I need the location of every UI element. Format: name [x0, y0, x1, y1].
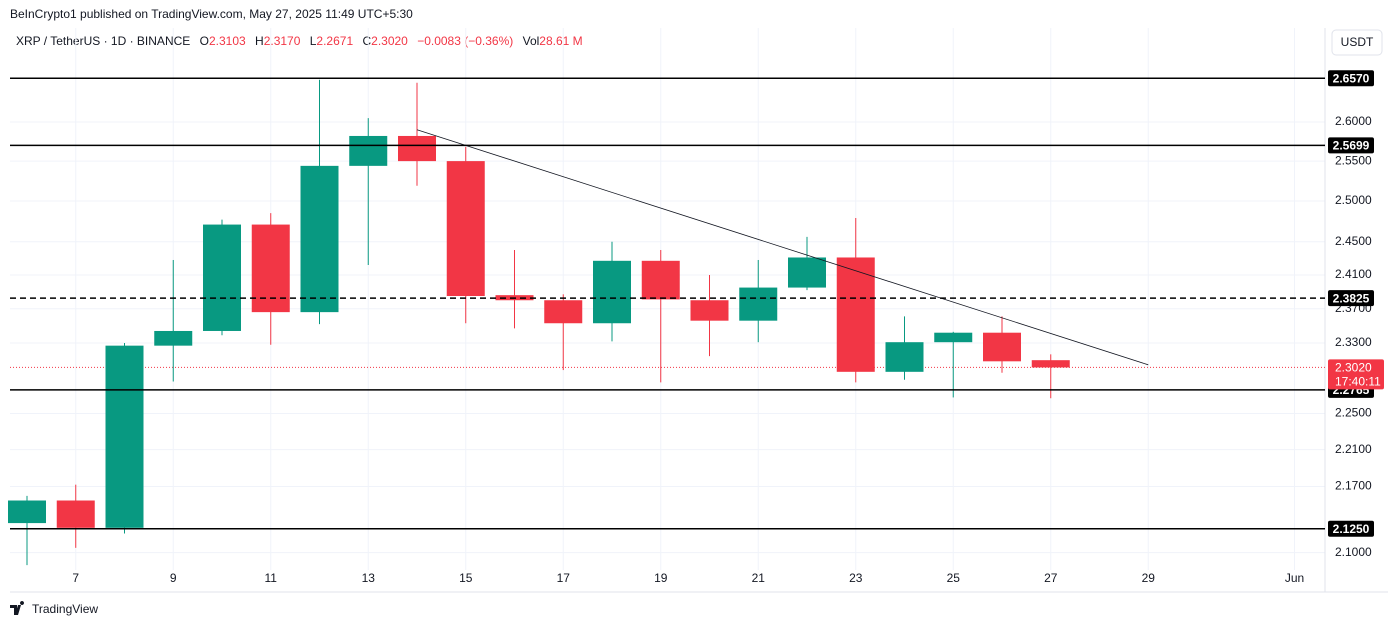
candle-body [739, 287, 778, 321]
candle-body [398, 135, 436, 162]
candle-body [203, 224, 241, 331]
candle-body [349, 135, 388, 166]
level-label: 2.6570 [1333, 71, 1370, 85]
y-tick-label: 2.2100 [1335, 442, 1372, 456]
ohlc-value: 2.3103 [209, 34, 246, 48]
ohlc-value: 2.3170 [264, 34, 301, 48]
ohlc-key: L [310, 34, 317, 48]
currency[interactable]: USDT [1341, 35, 1374, 49]
candle-body [934, 332, 973, 343]
y-tick-label: 2.5500 [1335, 153, 1372, 167]
x-tick-label: 17 [557, 571, 571, 585]
ohlc-value: 2.3020 [371, 34, 408, 48]
candle-body [251, 224, 290, 313]
candle-body [983, 332, 1021, 362]
candle-body [446, 161, 485, 297]
x-tick-label: 15 [459, 571, 473, 585]
x-tick-label: 19 [654, 571, 668, 585]
candle-body [788, 257, 826, 288]
legend: XRP / TetherUS · 1D · BINANCE O2.3103 H2… [16, 34, 583, 48]
x-tick-label: 27 [1044, 571, 1058, 585]
countdown: 17:40:11 [1335, 375, 1381, 389]
brand: TradingView [32, 602, 98, 616]
candle-body [885, 342, 924, 372]
symbol: XRP / TetherUS · 1D · BINANCE [16, 34, 190, 48]
candle-body [690, 300, 729, 321]
logo [10, 601, 25, 615]
y-tick-label: 2.1000 [1335, 545, 1372, 559]
last-price-box [1328, 359, 1384, 390]
y-tick-label: 2.5000 [1335, 193, 1372, 207]
ohlc-value: 2.2671 [316, 34, 353, 48]
y-tick-label: 2.1700 [1335, 479, 1372, 493]
volume: 28.61 M [539, 34, 582, 48]
candle-body [544, 300, 583, 324]
candle-body [8, 500, 46, 524]
candle-body [56, 500, 95, 528]
x-tick-label: 23 [849, 571, 863, 585]
last-price-label: 2.3020 [1335, 361, 1372, 375]
level-label-box [1328, 290, 1374, 307]
candle-body [1031, 360, 1070, 368]
level-label: 2.5699 [1333, 139, 1370, 153]
x-tick-label: 25 [947, 571, 961, 585]
candle-body [105, 345, 144, 528]
y-tick-label: 2.4500 [1335, 234, 1372, 248]
ohlc-key: C [362, 34, 371, 48]
change: −0.0083 (−0.36%) [417, 34, 513, 48]
published-note: BeInCrypto1 published on TradingView.com… [10, 7, 413, 21]
level-label-box [1328, 137, 1374, 154]
ohlc-key: H [255, 34, 264, 48]
x-tick-label: 21 [752, 571, 766, 585]
x-tick-label: 7 [72, 571, 79, 585]
volume-key: Vol [523, 34, 540, 48]
candle-body [154, 330, 193, 346]
candle-body [836, 257, 875, 372]
level-label-box [1328, 70, 1374, 87]
y-tick-label: 2.4100 [1335, 267, 1372, 281]
x-tick-label: 9 [170, 571, 177, 585]
candle-body [300, 165, 339, 313]
level-label: 2.3825 [1333, 291, 1370, 305]
candle-body [593, 260, 631, 324]
y-tick-label: 2.2500 [1335, 406, 1372, 420]
currency-button[interactable] [1331, 29, 1383, 56]
level-label: 2.1250 [1333, 522, 1370, 536]
level-label-box [1328, 520, 1374, 537]
x-tick-label: Jun [1285, 571, 1304, 585]
y-tick-label: 2.6000 [1335, 114, 1372, 128]
x-tick-label: 29 [1142, 571, 1156, 585]
candle-body [641, 260, 680, 300]
x-tick-label: 11 [265, 571, 278, 585]
y-tick-label: 2.3300 [1335, 335, 1372, 349]
trendline [416, 129, 1149, 366]
x-tick-label: 13 [362, 571, 376, 585]
ohlc-key: O [200, 34, 209, 48]
